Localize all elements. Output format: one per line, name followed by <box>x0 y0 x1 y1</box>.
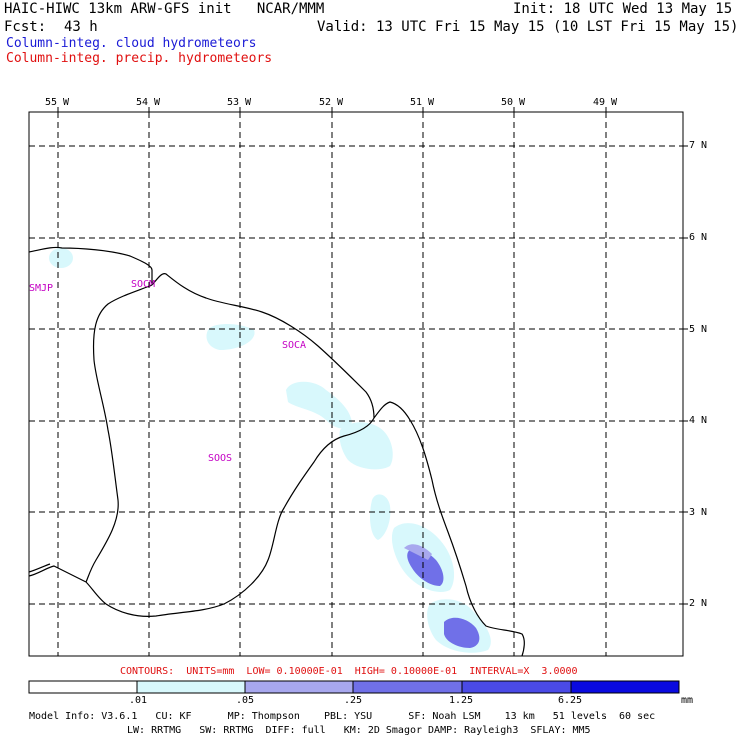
lat-label-6n: 6 N <box>689 232 708 243</box>
cloud-area <box>286 381 352 429</box>
axis-ticks <box>57 107 688 605</box>
cloud-area <box>206 324 255 350</box>
colorbar-label-025: .25 <box>344 695 363 706</box>
coastline-french-guiana <box>151 273 375 419</box>
plot-title: HAIC-HIWC 13km ARW-GFS init NCAR/MMM <box>4 1 325 17</box>
precip-area-edge <box>404 544 432 560</box>
lat-label-5n: 5 N <box>689 324 708 335</box>
lon-label-53w: 53 W <box>227 97 252 108</box>
hydrometeor-shading <box>49 248 491 653</box>
station-socm: SOCM <box>131 279 156 290</box>
colorbar-label-005: .05 <box>236 695 255 706</box>
legend-precip-hydrometeors: Column-integ. precip. hydrometeors <box>6 51 273 66</box>
coastlines-borders <box>28 246 525 657</box>
station-smjp: SMJP <box>29 283 54 294</box>
cloud-area <box>370 494 391 540</box>
model-info-line2: LW: RRTMG SW: RRTMG DIFF: full KM: 2D Sm… <box>127 725 591 736</box>
valid-time: Valid: 13 UTC Fri 15 May 15 (10 LST Fri … <box>317 19 739 35</box>
border-brazil-guiana <box>85 417 375 617</box>
lon-label-50w: 50 W <box>501 97 526 108</box>
colorbar-bin-2 <box>136 680 246 694</box>
forecast-hour: 43 h <box>64 19 98 35</box>
colorbar <box>28 680 680 694</box>
precip-area <box>407 548 444 586</box>
colorbar-bin-4 <box>352 680 463 694</box>
station-soos: SOOS <box>208 453 233 464</box>
border-suriname-north <box>28 246 153 285</box>
lon-label-55w: 55 W <box>45 97 70 108</box>
init-time: Init: 18 UTC Wed 13 May 15 <box>513 1 733 17</box>
lat-lon-grid <box>29 112 683 656</box>
map-frame <box>28 111 684 657</box>
colorbar-label-001: .01 <box>129 695 148 706</box>
colorbar-bin-3 <box>244 680 354 694</box>
colorbar-label-125: 1.25 <box>449 695 474 706</box>
cloud-area <box>49 248 73 268</box>
cloud-area <box>339 422 393 470</box>
contours-info: CONTOURS: UNITS=mm LOW= 0.10000E-01 HIGH… <box>120 666 578 677</box>
lon-label-51w: 51 W <box>410 97 435 108</box>
forecast-label: Fcst: <box>4 19 47 35</box>
lat-label-2n: 2 N <box>689 598 708 609</box>
colorbar-unit: mm <box>681 695 694 706</box>
border-suriname-south <box>28 565 87 583</box>
colorbar-label-625: 6.25 <box>558 695 583 706</box>
colorbar-bin-5 <box>461 680 572 694</box>
border-fragment <box>28 563 51 573</box>
coastline-amapa <box>373 401 525 657</box>
lon-label-54w: 54 W <box>136 97 161 108</box>
lon-label-52w: 52 W <box>319 97 344 108</box>
lat-label-4n: 4 N <box>689 415 708 426</box>
lat-label-3n: 3 N <box>689 507 708 518</box>
colorbar-bin-1 <box>28 680 138 694</box>
legend-cloud-hydrometeors: Column-integ. cloud hydrometeors <box>6 36 257 51</box>
border-suriname-east <box>85 284 153 583</box>
lon-label-49w: 49 W <box>593 97 618 108</box>
station-soca: SOCA <box>282 340 307 351</box>
lat-label-7n: 7 N <box>689 140 708 151</box>
colorbar-bin-6 <box>570 680 680 694</box>
precip-area <box>444 617 480 648</box>
model-info-line1: Model Info: V3.6.1 CU: KF MP: Thompson P… <box>29 711 656 722</box>
